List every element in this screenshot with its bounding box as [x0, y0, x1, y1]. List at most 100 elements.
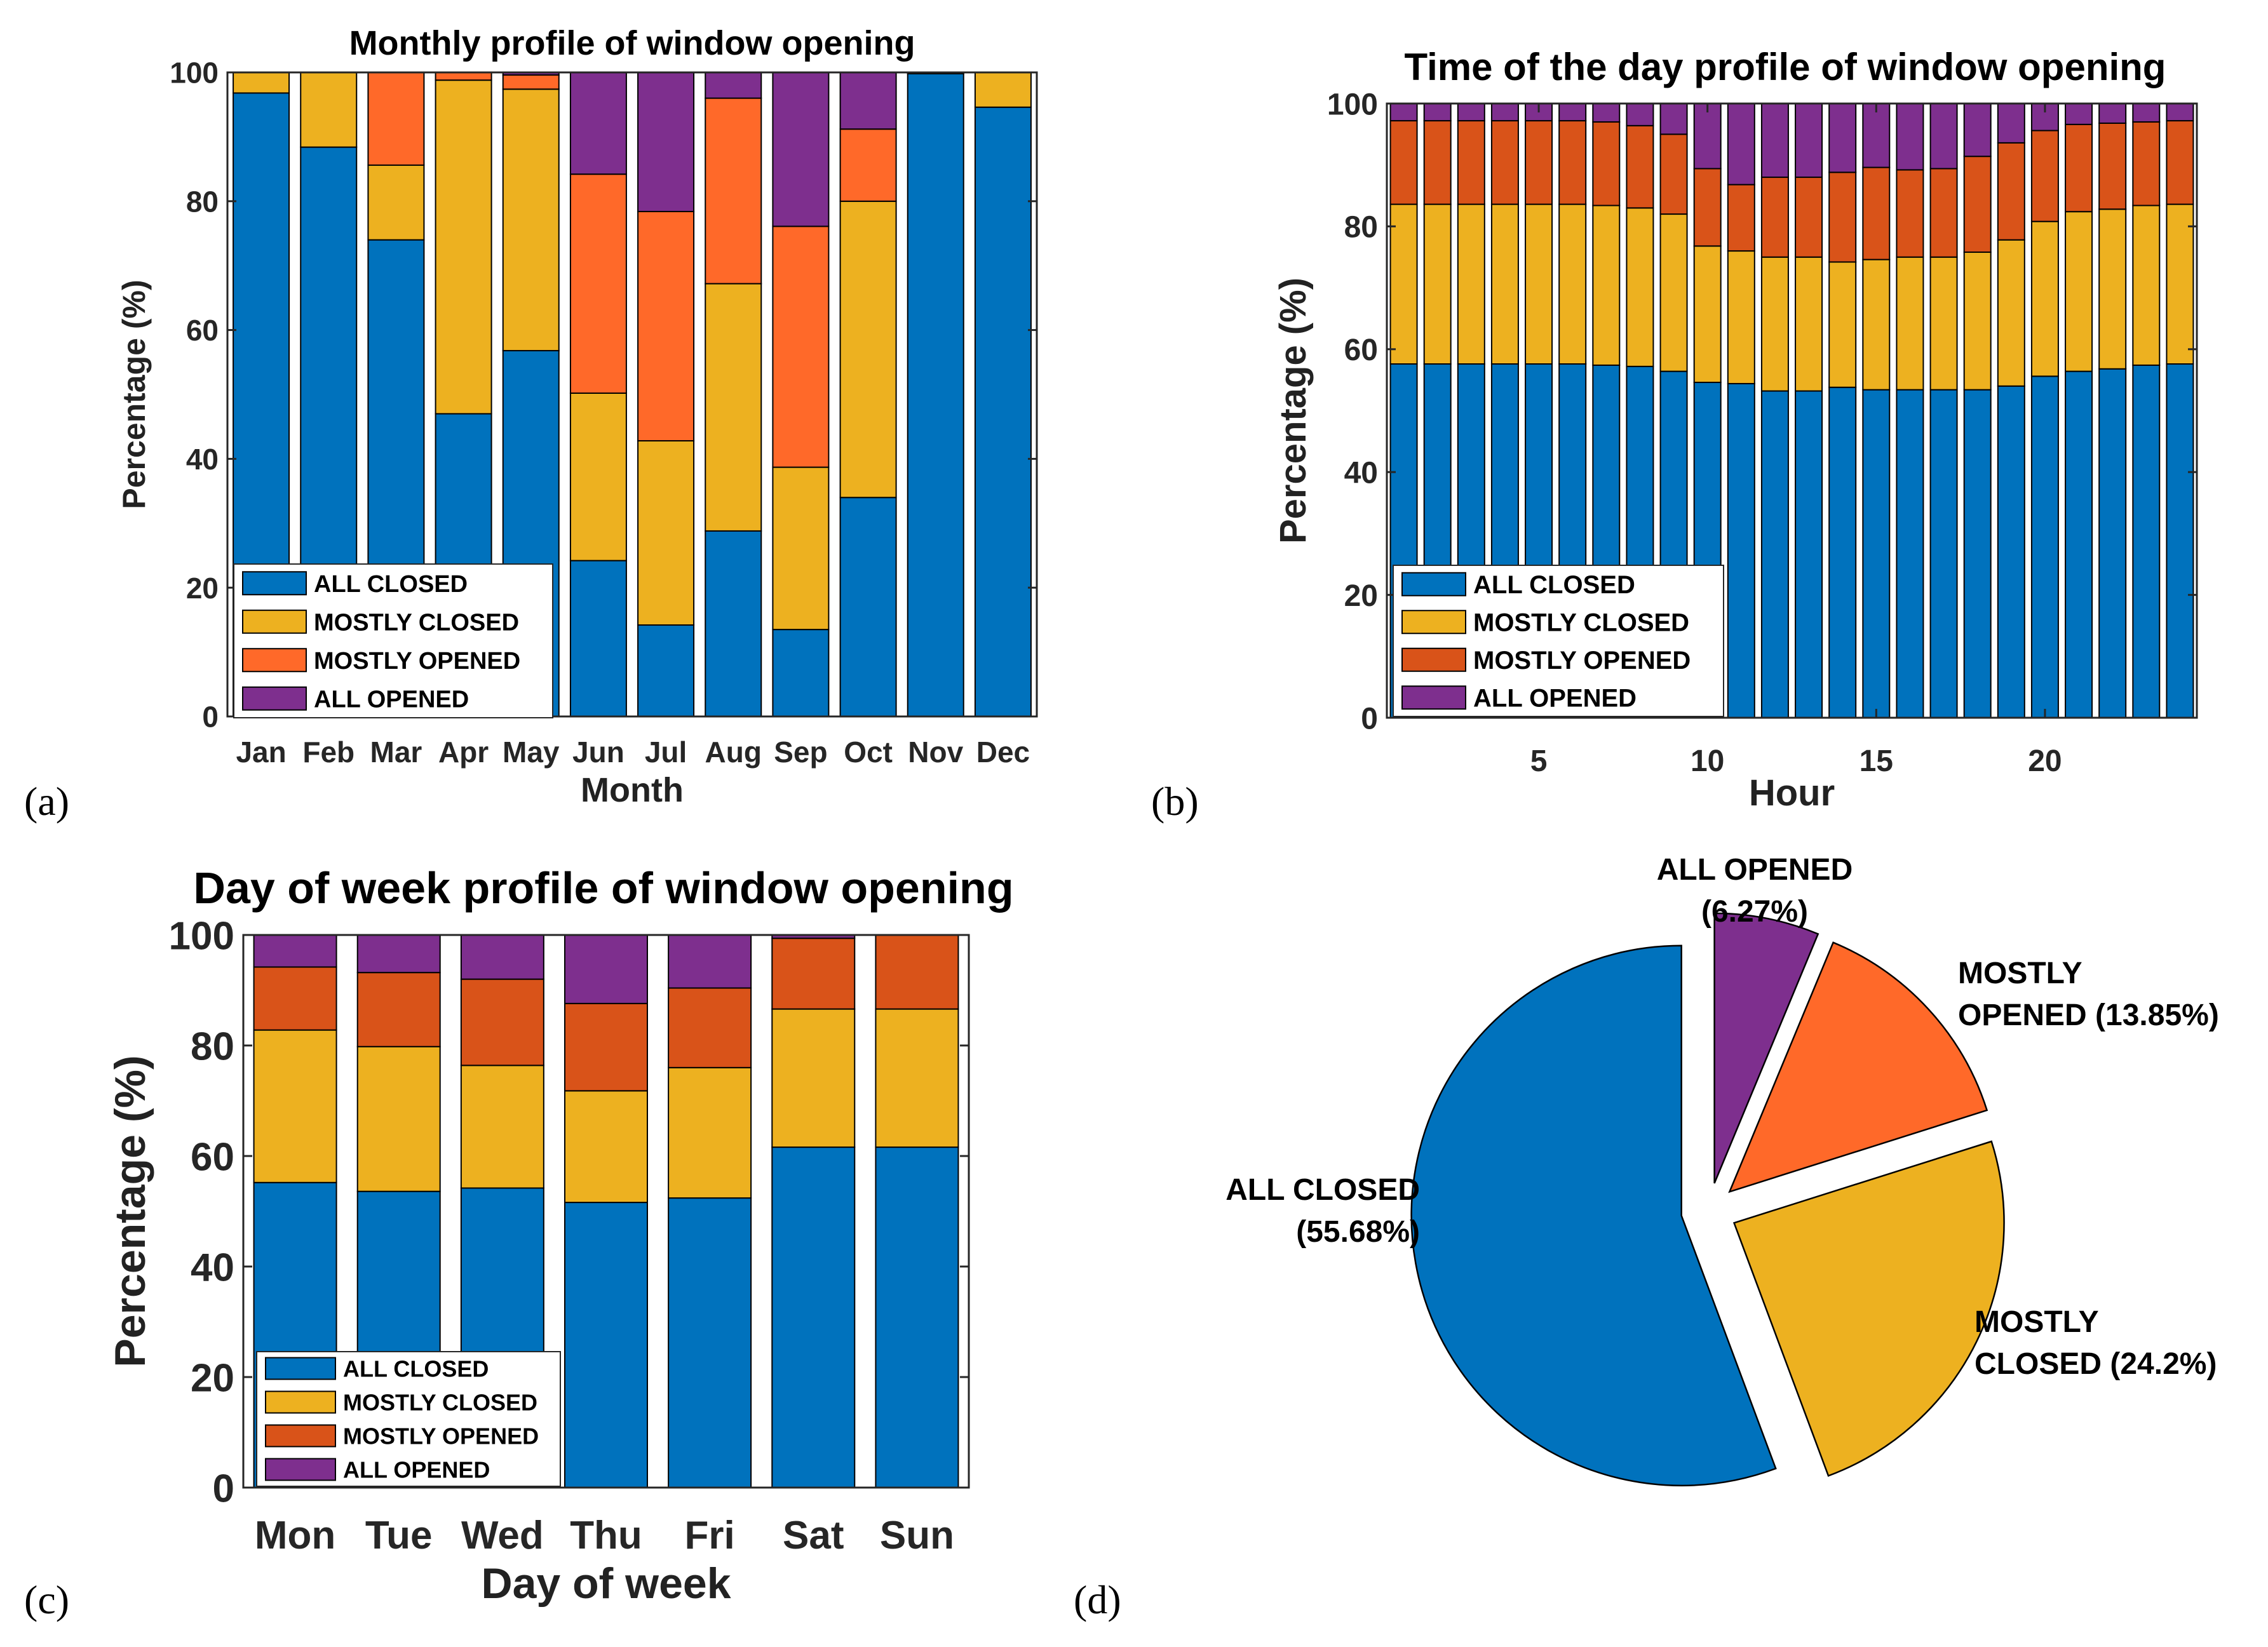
x-tick-label-apr: Apr: [438, 736, 489, 769]
bar-24-mostly-closed: [2166, 203, 2194, 365]
bar-1-all-opened: [1389, 103, 1418, 122]
bar-jul-all-closed: [637, 624, 695, 718]
bar-10-all-opened: [1693, 103, 1722, 170]
panel-b-hourly-chart: Time of the day profile of window openin…: [1272, 46, 2198, 814]
bar-jul-all-opened: [637, 72, 695, 213]
bar-sun-all-closed: [875, 1146, 959, 1488]
x-tick-label-jul: Jul: [645, 736, 687, 769]
y-tick-label: 100: [170, 57, 219, 90]
pie-label-line: MOSTLY: [1958, 957, 2082, 990]
panel-a-monthly-chart: Monthly profile of window opening 0 20 40 60…: [116, 24, 1038, 809]
panel-letter-b: (b): [1151, 779, 1199, 824]
bar-10-mostly-opened: [1693, 168, 1722, 247]
y-tick-label: 40: [186, 443, 219, 476]
bar-12-mostly-opened: [1760, 177, 1789, 258]
panel-letter-a: (a): [24, 779, 69, 824]
x-tick-label: 10: [1691, 744, 1724, 778]
bar-14-all-opened: [1828, 103, 1857, 173]
bar-16-all-opened: [1896, 103, 1924, 171]
bar-7-mostly-opened: [1592, 121, 1621, 206]
legend-swatch-mostly-closed: [242, 609, 307, 634]
pie-label-line: CLOSED (24.2%): [1974, 1347, 2217, 1381]
panel-letter-c: (c): [24, 1577, 69, 1622]
legend-label-mostly-opened: MOSTLY OPENED: [343, 1423, 539, 1449]
bar-may-mostly-opened: [502, 74, 560, 90]
bar-1-mostly-closed: [1389, 203, 1418, 365]
bar-4-mostly-closed: [1490, 203, 1519, 365]
y-axis-label: Percentage (%): [116, 279, 152, 509]
bar-21-all-closed: [2065, 370, 2093, 718]
panel-letter-d: (d): [1074, 1577, 1121, 1622]
bar-wed-mostly-closed: [460, 1065, 544, 1189]
x-tick-label-nov: Nov: [908, 736, 963, 769]
pie-label-mostly-opened: MOSTLY OPENED (13.85%): [1958, 957, 2219, 1032]
bar-11-mostly-closed: [1727, 250, 1755, 384]
pie-label-line: ALL CLOSED: [1225, 1173, 1420, 1207]
bar-11-all-opened: [1727, 103, 1755, 185]
x-tick-label-dec: Dec: [976, 736, 1030, 769]
bar-16-mostly-closed: [1896, 256, 1924, 391]
bar-16-mostly-opened: [1896, 169, 1924, 258]
bar-2-all-opened: [1423, 103, 1452, 122]
x-tick-label-tue: Tue: [365, 1514, 433, 1557]
legend-label-mostly-closed: MOSTLY CLOSED: [1473, 609, 1689, 637]
bar-5-mostly-opened: [1525, 120, 1553, 205]
bar-23-mostly-closed: [2132, 205, 2161, 366]
y-tick-label: 100: [1327, 88, 1378, 121]
bar-20-all-closed: [2030, 375, 2059, 718]
bar-jun-mostly-closed: [569, 392, 627, 561]
bar-aug-all-closed: [705, 530, 762, 718]
bar-16-all-closed: [1896, 389, 1924, 718]
pie-label-line: ALL OPENED: [1657, 853, 1853, 887]
axes-frame: [242, 934, 970, 1489]
bar-15-mostly-opened: [1862, 166, 1891, 260]
y-tick-label: 60: [1344, 333, 1378, 367]
bar-1-mostly-opened: [1389, 120, 1418, 205]
panel-c-weekday-chart: Day of week profile of window opening 0 20…: [106, 863, 1014, 1608]
bar-3-mostly-opened: [1457, 120, 1485, 205]
y-tick-label: 20: [1344, 579, 1378, 613]
pie-slice-all-closed: [1410, 945, 1777, 1487]
bar-7-all-opened: [1592, 103, 1621, 123]
bar-thu-mostly-closed: [564, 1090, 648, 1204]
bar-may-mostly-closed: [502, 88, 560, 352]
bar-23-mostly-opened: [2132, 121, 2161, 206]
bar-9-all-opened: [1659, 103, 1688, 135]
bar-sep-all-opened: [772, 72, 830, 227]
bar-14-mostly-closed: [1828, 261, 1857, 388]
bar-sat-mostly-closed: [771, 1008, 856, 1148]
bar-mar-mostly-closed: [367, 165, 425, 241]
bar-8-all-opened: [1626, 103, 1654, 126]
pie-label-all-closed: ALL CLOSED (55.68%): [1225, 1173, 1420, 1249]
bar-thu-all-opened: [564, 934, 648, 1004]
x-axis-label: Month: [581, 771, 684, 809]
bar-23-all-closed: [2132, 364, 2161, 718]
bar-sat-mostly-opened: [771, 938, 856, 1010]
pie-label-line: OPENED (13.85%): [1958, 998, 2219, 1032]
pie-label-line: MOSTLY: [1974, 1305, 2099, 1339]
bar-mar-mostly-opened: [367, 72, 425, 166]
bar-4-all-opened: [1490, 103, 1519, 122]
bar-mon-mostly-opened: [253, 966, 337, 1031]
legend-swatch-all-closed: [265, 1357, 336, 1380]
legend-swatch-mostly-opened: [265, 1424, 336, 1448]
y-tick-label: 0: [1361, 702, 1378, 736]
y-axis-label: Percentage (%): [106, 1055, 154, 1367]
pie-label-line: (6.27%): [1701, 895, 1808, 929]
y-tick-label: 80: [1344, 211, 1378, 245]
legend-swatch-mostly-opened: [242, 648, 307, 673]
bar-tue-mostly-opened: [356, 972, 441, 1047]
legend-label-all-opened: ALL OPENED: [1473, 685, 1637, 713]
y-tick-label: 40: [1344, 456, 1378, 490]
bar-dec-mostly-closed: [974, 72, 1032, 108]
legend-label-all-closed: ALL CLOSED: [1473, 571, 1635, 599]
x-tick-label-jan: Jan: [236, 736, 286, 769]
bar-14-all-closed: [1828, 386, 1857, 718]
bar-18-mostly-opened: [1963, 156, 1992, 253]
pie-label-mostly-closed: MOSTLY CLOSED (24.2%): [1974, 1305, 2217, 1381]
bar-17-all-closed: [1929, 389, 1958, 718]
bar-21-mostly-opened: [2065, 123, 2093, 213]
legend-swatch-all-closed: [242, 571, 307, 596]
bar-19-mostly-opened: [1997, 142, 2025, 241]
